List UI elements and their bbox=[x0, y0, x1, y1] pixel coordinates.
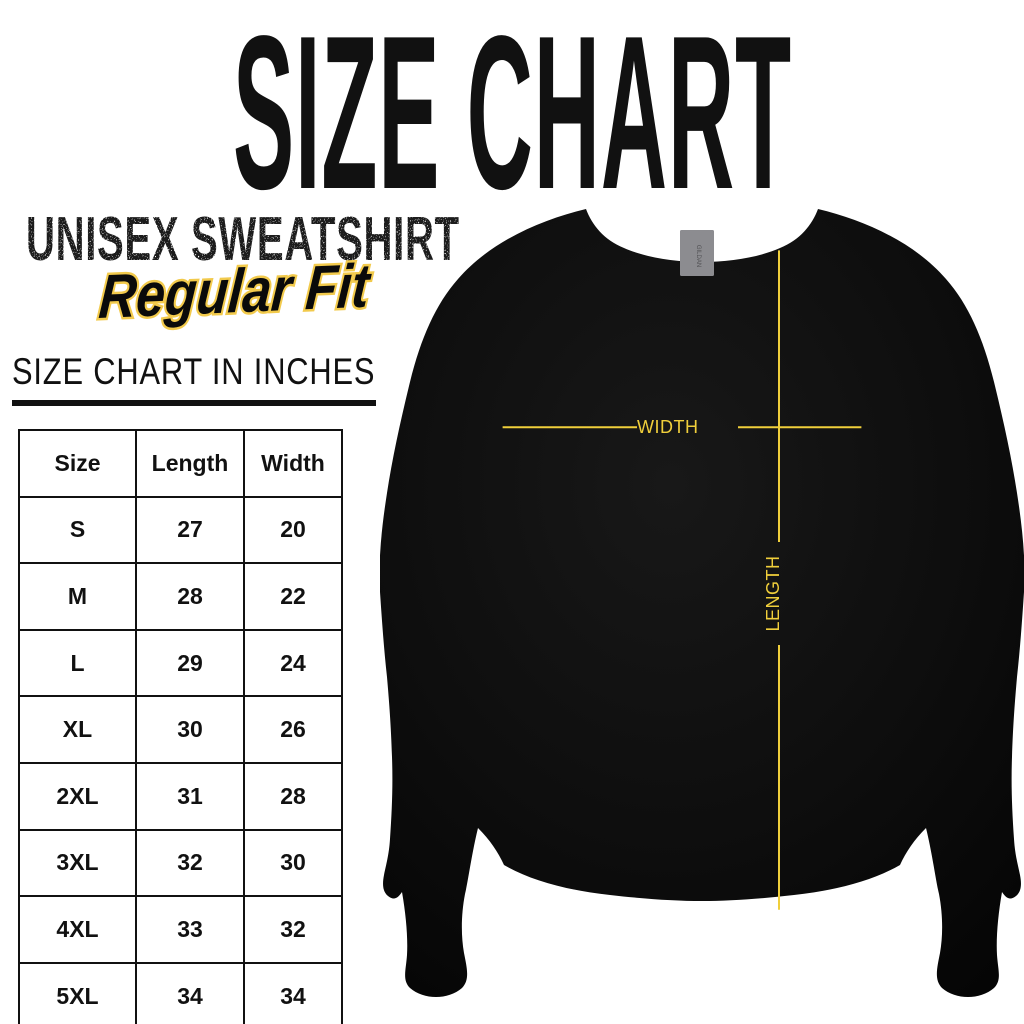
svg-text:LENGTH: LENGTH bbox=[763, 555, 783, 631]
svg-text:WIDTH: WIDTH bbox=[637, 417, 698, 437]
svg-text:GILDAN: GILDAN bbox=[695, 245, 701, 267]
